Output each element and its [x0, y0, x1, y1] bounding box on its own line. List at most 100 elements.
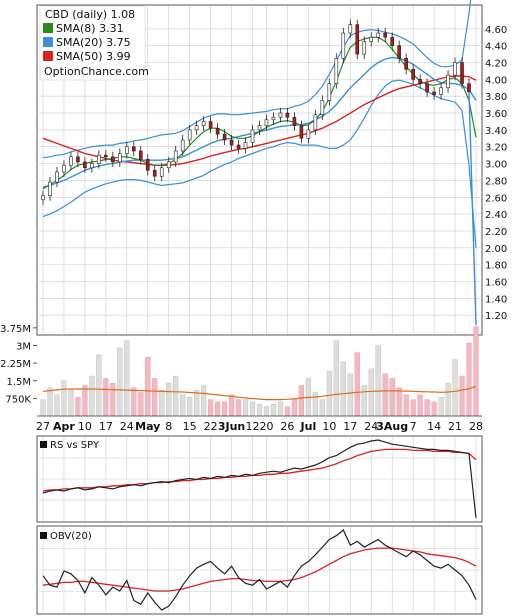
- volume-bar: [326, 371, 332, 417]
- price-tick-label: 1.40: [485, 294, 507, 305]
- legend-swatch-sma8: [43, 23, 53, 33]
- volume-tick-label: 3M: [16, 342, 31, 353]
- volume-bar: [54, 394, 60, 417]
- obv-panel: OBV(20): [36, 525, 483, 615]
- obv-grid: [39, 527, 480, 613]
- volume-bar: [61, 380, 67, 417]
- volume-bar: [270, 404, 277, 417]
- x-tick-label: Apr: [53, 420, 75, 433]
- candle-body: [222, 133, 227, 141]
- volume-bar: [228, 394, 235, 417]
- price-tick-label: 3.80: [485, 92, 507, 103]
- candle-body: [159, 167, 164, 177]
- volume-bar: [291, 399, 298, 417]
- x-tick-label: Jul: [300, 420, 317, 433]
- candle-body: [355, 24, 360, 55]
- candle-body: [55, 171, 59, 183]
- volume-tick-label: 3.75M: [0, 324, 31, 335]
- legend-swatch-sma20: [43, 37, 53, 47]
- price-tick-label: 2.80: [485, 176, 507, 187]
- candle-body: [138, 150, 143, 160]
- rs-lines: [42, 439, 477, 519]
- candle-body: [118, 153, 122, 163]
- candle-body: [411, 68, 415, 80]
- volume-bar: [284, 406, 291, 417]
- candle-body: [313, 114, 318, 131]
- volume-bar: [214, 401, 221, 417]
- volume-bar: [75, 397, 81, 417]
- rs-line: [42, 439, 477, 519]
- volume-bar: [277, 401, 284, 417]
- obv-lines: [42, 529, 477, 611]
- price-tick-label: 1.60: [485, 277, 507, 288]
- candle-body: [83, 161, 87, 169]
- legend-label-sma8: SMA(8) 3.31: [56, 22, 124, 35]
- candle-body: [152, 170, 157, 177]
- obv-line: [42, 529, 477, 611]
- candle-body: [62, 164, 66, 173]
- candle-body: [76, 156, 80, 163]
- x-tick-label: 26: [280, 420, 294, 433]
- candle-body: [90, 163, 94, 169]
- rs-label: RS vs SPY: [50, 440, 100, 451]
- volume-bar: [361, 385, 367, 417]
- volume-bars: [40, 326, 479, 417]
- candle-body: [69, 156, 73, 166]
- volume-bar: [152, 378, 158, 417]
- candle-body: [320, 100, 325, 116]
- volume-bar: [445, 382, 451, 417]
- price-tick-label: 2.20: [485, 227, 507, 238]
- candle-body: [306, 129, 311, 139]
- bollinger-lower: [42, 79, 477, 248]
- volume-bar: [159, 389, 165, 417]
- price-tick-label: 3.00: [485, 160, 507, 171]
- volume-bar: [180, 394, 186, 417]
- candle-body: [201, 121, 206, 126]
- volume-bar: [110, 382, 116, 417]
- volume-bar: [347, 373, 353, 417]
- volume-bar: [242, 399, 249, 417]
- price-tick-label: 3.20: [485, 143, 507, 154]
- price-candles: [41, 19, 477, 326]
- volume-tick-label: 2.25M: [0, 359, 31, 370]
- price-tick-label: 1.20: [485, 311, 507, 322]
- price-tick-label: 4.40: [485, 42, 507, 53]
- price-drop-line: [468, 91, 477, 326]
- candle-body: [173, 150, 178, 163]
- candle-body: [257, 125, 262, 131]
- volume-bar: [389, 378, 395, 417]
- volume-panel: 750K 1.5M 2.25M 3M 3.75M: [0, 324, 479, 417]
- candle-body: [271, 116, 276, 121]
- candle-body: [418, 79, 422, 84]
- volume-bar: [333, 340, 339, 417]
- rs-grid: [39, 437, 480, 521]
- candle-body: [341, 32, 346, 59]
- volume-bar: [431, 401, 437, 417]
- volume-bar: [201, 385, 207, 417]
- volume-bar: [312, 392, 318, 417]
- candle-body: [278, 112, 283, 118]
- x-tick-label: 14: [427, 420, 441, 433]
- volume-bar: [410, 399, 416, 417]
- candle-body: [131, 146, 136, 152]
- volume-bar: [459, 375, 465, 417]
- candle-body: [390, 36, 394, 46]
- volume-ma: [42, 386, 477, 401]
- x-tick-label: May: [135, 420, 160, 433]
- volume-bar: [82, 385, 88, 417]
- volume-bar: [103, 378, 109, 417]
- candle-body: [404, 58, 408, 70]
- price-tick-label: 1.80: [485, 261, 507, 272]
- volume-tick-label: 1.5M: [6, 377, 31, 388]
- volume-bar: [194, 389, 200, 417]
- volume-bar: [173, 375, 179, 417]
- candle-body: [187, 129, 192, 141]
- volume-bar: [235, 399, 242, 417]
- volume-bar: [68, 389, 74, 417]
- candle-body: [180, 139, 185, 152]
- candle-body: [369, 36, 374, 42]
- candle-body: [111, 156, 115, 163]
- volume-bar: [424, 399, 430, 417]
- volume-bar: [166, 382, 172, 417]
